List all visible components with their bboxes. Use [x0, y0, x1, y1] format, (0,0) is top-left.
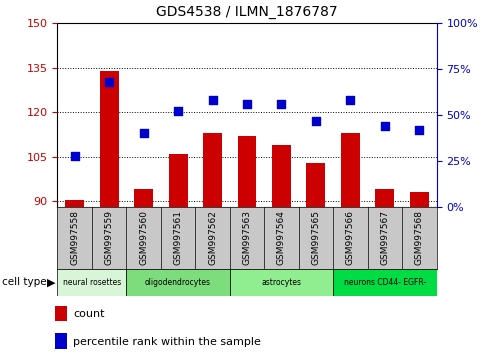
Text: count: count	[73, 309, 105, 320]
Bar	[230, 269, 333, 296]
Bar	[65, 200, 84, 354]
Bar	[134, 189, 153, 354]
Text: GSM997558: GSM997558	[70, 210, 79, 265]
Bar	[55, 306, 67, 321]
Point	[277, 101, 285, 107]
Bar	[126, 269, 230, 296]
Text: GSM997559: GSM997559	[105, 210, 114, 265]
Text: neurons CD44- EGFR-: neurons CD44- EGFR-	[344, 278, 426, 287]
Title: GDS4538 / ILMN_1876787: GDS4538 / ILMN_1876787	[156, 5, 338, 19]
Text: GSM997562: GSM997562	[208, 210, 217, 265]
Point	[381, 123, 389, 129]
Text: neural rosettes: neural rosettes	[63, 278, 121, 287]
Text: GSM997567: GSM997567	[380, 210, 389, 265]
Bar	[375, 189, 394, 354]
Bar	[169, 154, 188, 354]
Bar	[272, 145, 291, 354]
Point	[140, 131, 148, 136]
Text: GSM997563: GSM997563	[243, 210, 251, 265]
Text: cell type: cell type	[2, 277, 47, 287]
Bar	[57, 269, 126, 296]
Point	[312, 118, 320, 124]
Bar	[238, 136, 256, 354]
Bar	[100, 70, 119, 354]
Text: ▶: ▶	[47, 277, 56, 287]
Text: GSM997564: GSM997564	[277, 210, 286, 265]
Text: GSM997565: GSM997565	[311, 210, 320, 265]
Bar	[410, 192, 429, 354]
Text: GSM997560: GSM997560	[139, 210, 148, 265]
Bar	[333, 269, 437, 296]
Text: percentile rank within the sample: percentile rank within the sample	[73, 337, 261, 347]
Point	[209, 97, 217, 103]
Bar	[203, 133, 222, 354]
Point	[415, 127, 423, 133]
Text: astrocytes: astrocytes	[261, 278, 301, 287]
Bar	[55, 333, 67, 348]
Point	[71, 153, 79, 158]
Text: GSM997561: GSM997561	[174, 210, 183, 265]
Point	[243, 101, 251, 107]
Point	[105, 79, 113, 85]
Point	[346, 97, 354, 103]
Text: GSM997566: GSM997566	[346, 210, 355, 265]
Bar	[306, 162, 325, 354]
Point	[174, 109, 182, 114]
Text: oligodendrocytes: oligodendrocytes	[145, 278, 211, 287]
Bar	[341, 133, 360, 354]
Text: GSM997568: GSM997568	[415, 210, 424, 265]
